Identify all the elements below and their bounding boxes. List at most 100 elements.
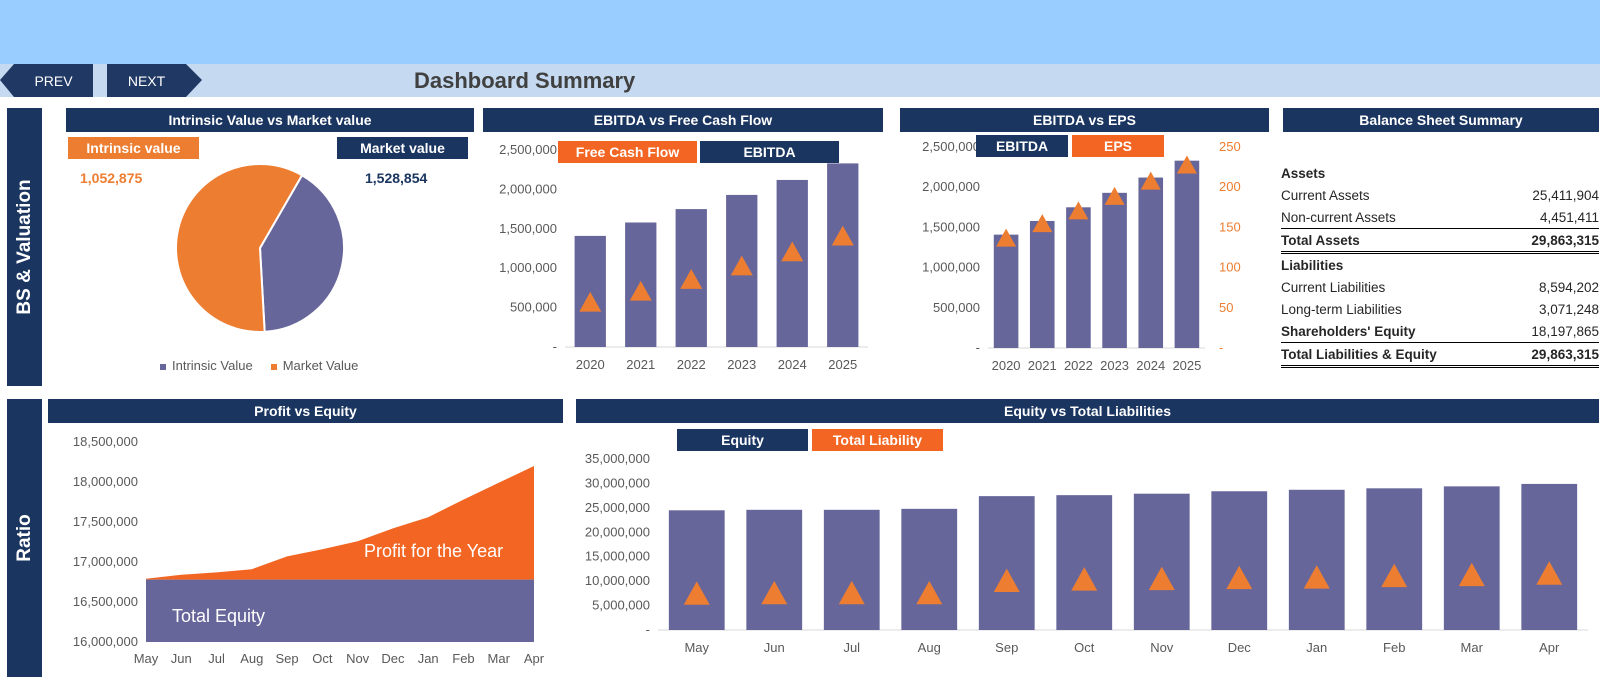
- y-tick-label: 18,500,000: [73, 434, 138, 449]
- y2-tick-label: 200: [1219, 179, 1241, 194]
- profit-equity-header: Profit vs Equity: [48, 399, 563, 423]
- pie-legend-label-market: Market Value: [282, 358, 359, 373]
- y-tick-label: -: [646, 622, 650, 637]
- x-tick-label: Nov: [346, 651, 370, 666]
- tag-market-value: Market value: [337, 137, 468, 159]
- bs-liabilities-heading: Liabilities: [1281, 254, 1599, 276]
- y-tick-label: -: [553, 339, 557, 354]
- x-tick-label: 2022: [1064, 358, 1093, 373]
- x-tick-label: Apr: [1539, 640, 1560, 655]
- marker-free-cash-flow: [730, 255, 753, 276]
- tag-free-cash-flow: Free Cash Flow: [558, 141, 697, 163]
- marker-eps: [1068, 201, 1089, 220]
- bs-label: Shareholders' Equity: [1281, 323, 1416, 339]
- y-tick-label: 2,000,000: [499, 181, 557, 196]
- x-tick-label: Feb: [452, 651, 474, 666]
- tag-ebitda-fcf: EBITDA: [700, 141, 839, 163]
- tag-ebitda-eps: EBITDA: [976, 135, 1068, 157]
- equity-liab-chart: - 5,000,000 10,000,000 15,000,000 20,000,000…: [585, 451, 1588, 655]
- x-tick-label: 2020: [992, 358, 1021, 373]
- x-tick-label: 2020: [576, 357, 605, 372]
- marker-total-liability: [838, 580, 865, 605]
- y-tick-label: 10,000,000: [585, 573, 650, 588]
- label-total-equity: Total Equity: [172, 606, 265, 626]
- section-label-ratio: Ratio: [13, 514, 35, 562]
- marker-free-cash-flow: [680, 269, 703, 289]
- y-tick-label: 16,500,000: [73, 594, 138, 609]
- marker-eps: [1140, 171, 1161, 190]
- y-tick-label: 500,000: [510, 300, 557, 315]
- profit-equity-chart: 16,000,000 16,500,000 17,000,000 17,500,000…: [73, 434, 545, 666]
- next-button-shape: [107, 64, 202, 97]
- marker-total-liability: [1148, 566, 1175, 591]
- tag-total-liability: Total Liability: [812, 429, 943, 451]
- marker-eps: [1032, 214, 1053, 233]
- x-tick-label: 2023: [727, 357, 756, 372]
- x-tick-label: 2021: [626, 357, 655, 372]
- bs-row-current-assets: Current Assets 25,411,904: [1281, 184, 1599, 206]
- bs-label: Current Assets: [1281, 187, 1370, 203]
- balance-sheet-header: Balance Sheet Summary: [1283, 108, 1599, 132]
- bar-ebitda: [1102, 192, 1127, 348]
- market-value-number: 1,528,854: [365, 170, 428, 186]
- x-tick-label: Jun: [171, 651, 192, 666]
- marker-free-cash-flow: [629, 280, 652, 301]
- bs-assets-heading: Assets: [1281, 162, 1599, 184]
- marker-eps: [1104, 186, 1125, 205]
- tag-equity: Equity: [677, 429, 808, 451]
- x-tick-label: Apr: [524, 651, 545, 666]
- y-tick-label: 2,000,000: [922, 179, 980, 194]
- y-tick-label: 2,500,000: [499, 142, 557, 157]
- x-tick-label: Sep: [276, 651, 299, 666]
- bs-row-sh-equity: Shareholders' Equity 18,197,865: [1281, 320, 1599, 343]
- x-tick-label: 2025: [828, 357, 857, 372]
- x-tick-label: Feb: [1383, 640, 1405, 655]
- x-tick-label: Oct: [1074, 640, 1095, 655]
- x-tick-label: 2021: [1028, 358, 1057, 373]
- section-bar-bs-valuation: BS & Valuation: [7, 108, 42, 386]
- x-tick-label: 2024: [1136, 358, 1165, 373]
- bar-equity: [823, 509, 880, 630]
- y-tick-label: 1,000,000: [922, 260, 980, 275]
- prev-button[interactable]: PREV: [34, 72, 73, 89]
- marker-eps: [1176, 155, 1197, 174]
- y-tick-label: 1,000,000: [499, 260, 557, 275]
- pie-legend: Intrinsic Value Market Value: [160, 358, 358, 373]
- bs-value: 4,451,411: [1539, 209, 1599, 225]
- label-profit-for-the-year: Profit for the Year: [364, 541, 503, 561]
- bar-equity: [668, 510, 725, 630]
- ebitda-fcf-chart: - 500,000 1,000,000 1,500,000 2,000,000 2,500…: [499, 142, 868, 372]
- y-tick-label: 25,000,000: [585, 500, 650, 515]
- bar-equity: [1288, 489, 1345, 630]
- equity-liab-header: Equity vs Total Liabilities: [576, 399, 1599, 423]
- prev-button-shape: [0, 64, 93, 97]
- marker-total-liability: [993, 568, 1020, 593]
- bs-label: Total Liabilities & Equity: [1281, 346, 1437, 362]
- marker-free-cash-flow: [831, 225, 854, 246]
- bs-row-total-le: Total Liabilities & Equity 29,863,315: [1281, 343, 1599, 368]
- section-bar-ratio: Ratio: [7, 399, 42, 677]
- area-profit-for-the-year: [146, 466, 534, 580]
- marker-free-cash-flow: [781, 241, 804, 262]
- y2-tick-label: 150: [1219, 219, 1241, 234]
- bar-equity: [746, 509, 803, 630]
- bar-ebitda: [776, 179, 808, 347]
- bar-ebitda: [827, 163, 859, 347]
- pie-legend-label-intrinsic: Intrinsic Value: [172, 358, 253, 373]
- x-tick-label: Dec: [381, 651, 405, 666]
- y-tick-label: -: [976, 340, 980, 355]
- x-tick-label: 2023: [1100, 358, 1129, 373]
- y-tick-label: 30,000,000: [585, 475, 650, 490]
- x-tick-label: Dec: [1228, 640, 1252, 655]
- nav-shapes: [0, 64, 202, 97]
- x-tick-label: Mar: [488, 651, 511, 666]
- bs-row-current-liab: Current Liabilities 8,594,202: [1281, 276, 1599, 298]
- y-tick-label: 17,000,000: [73, 554, 138, 569]
- top-banner: [0, 0, 1600, 64]
- x-tick-label: 2024: [778, 357, 807, 372]
- intrinsic-value-number: 1,052,875: [80, 170, 143, 186]
- bar-equity: [901, 508, 958, 630]
- x-tick-label: Jul: [208, 651, 225, 666]
- tag-eps: EPS: [1072, 135, 1164, 157]
- next-button[interactable]: NEXT: [127, 72, 166, 89]
